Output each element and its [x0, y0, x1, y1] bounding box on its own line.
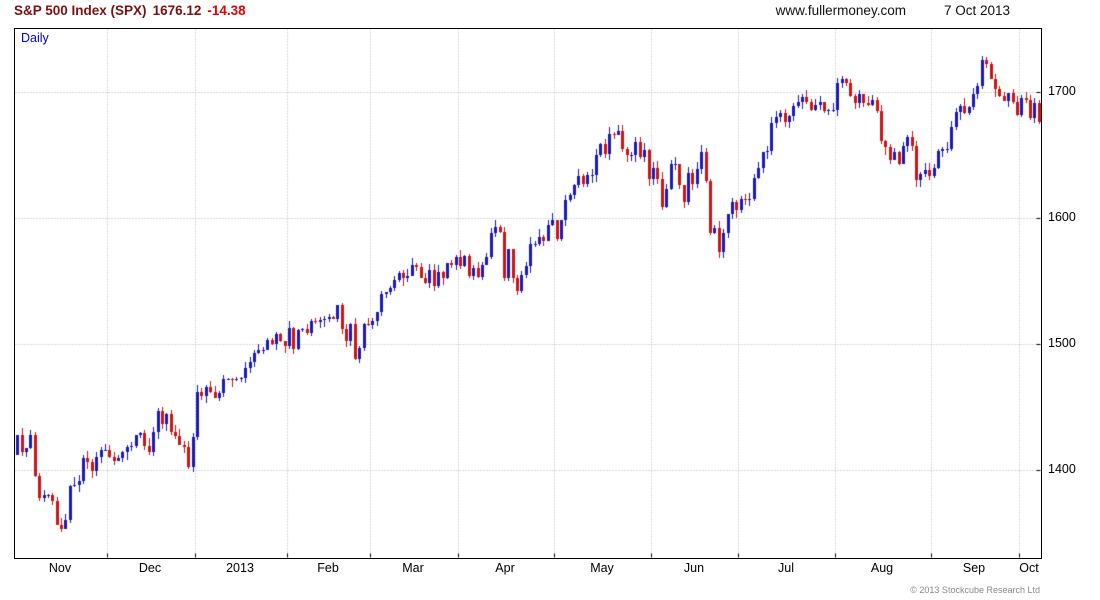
- x-axis-month-label: Aug: [870, 561, 894, 575]
- x-axis-month-label: Nov: [48, 561, 72, 575]
- plot-area: Daily: [14, 28, 1042, 559]
- x-axis-month-label: May: [590, 561, 614, 575]
- x-axis: Nov Dec 2013 Feb Mar Apr May Jun Jul Aug Sep Oct: [14, 561, 1042, 579]
- y-axis: 1400 1500 1600 1700: [1048, 28, 1098, 559]
- candlestick-canvas: [15, 29, 1041, 558]
- instrument-title: S&P 500 Index (SPX): [14, 3, 147, 18]
- x-axis-month-label: 2013: [226, 561, 254, 575]
- x-axis-month-label: Feb: [317, 561, 339, 575]
- y-axis-tick-label: 1700: [1048, 84, 1076, 98]
- y-axis-tick-label: 1400: [1048, 462, 1076, 476]
- chart-date: 7 Oct 2013: [943, 3, 1010, 18]
- x-axis-month-label: Jul: [778, 561, 794, 575]
- last-price: 1676.12: [152, 3, 202, 18]
- price-change: -14.38: [207, 3, 246, 18]
- x-axis-month-label: Oct: [1019, 561, 1039, 575]
- frequency-label: Daily: [19, 31, 51, 45]
- chart-header: S&P 500 Index (SPX) 1676.12 -14.38 www.f…: [14, 3, 1100, 23]
- x-axis-month-label: Sep: [962, 561, 986, 575]
- x-axis-month-label: Apr: [495, 561, 515, 575]
- x-axis-month-label: Jun: [683, 561, 705, 575]
- y-axis-tick-label: 1500: [1048, 336, 1076, 350]
- y-axis-tick-label: 1600: [1048, 210, 1076, 224]
- copyright-notice: © 2013 Stockcube Research Ltd: [910, 585, 1040, 595]
- x-axis-month-label: Mar: [402, 561, 424, 575]
- website-url: www.fullermoney.com: [775, 3, 906, 18]
- x-axis-month-label: Dec: [138, 561, 162, 575]
